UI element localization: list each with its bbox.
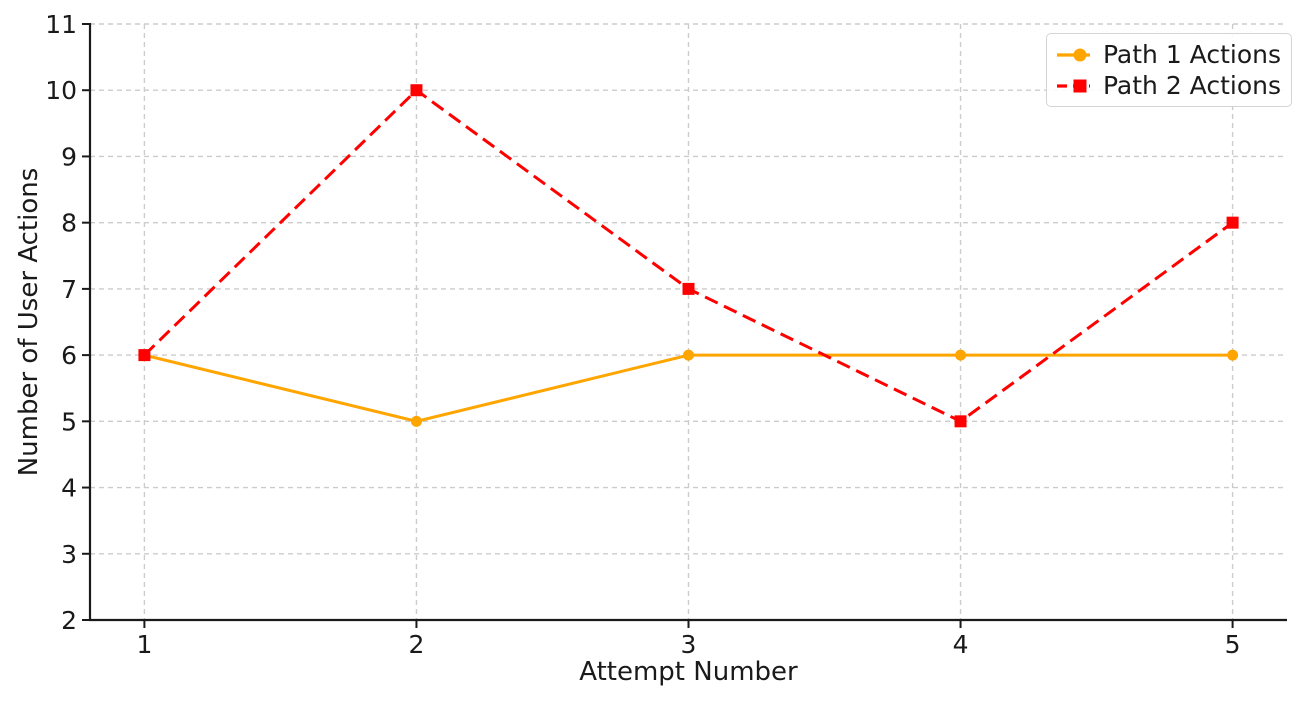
series-line-2 xyxy=(143,88,1234,424)
data-point-square xyxy=(1226,216,1239,229)
y-tick-label: 9 xyxy=(61,142,77,171)
y-tick-label: 3 xyxy=(61,540,77,569)
x-tick-label: 5 xyxy=(1225,630,1241,659)
data-point-square xyxy=(138,349,151,362)
legend-label: Path 1 Actions xyxy=(1102,40,1281,69)
y-tick-label: 8 xyxy=(61,209,77,238)
y-tick-label: 2 xyxy=(61,606,77,635)
y-tick-label: 10 xyxy=(45,76,77,105)
x-tick-label: 1 xyxy=(136,630,152,659)
data-point-square xyxy=(410,84,423,97)
legend-item-path-1: Path 1 Actions xyxy=(1056,39,1281,70)
y-tick-label: 4 xyxy=(61,474,77,503)
legend-line-square-icon xyxy=(1057,79,1090,92)
data-point-circle xyxy=(683,349,694,361)
data-point-circle xyxy=(955,349,967,361)
y-tick-label: 11 xyxy=(45,10,77,39)
legend-label: Path 2 Actions xyxy=(1102,71,1281,100)
legend: Path 1 Actions Path 2 Actions xyxy=(1046,33,1292,107)
legend-sample-circle xyxy=(1073,48,1087,61)
legend-line-circle-icon xyxy=(1057,48,1090,61)
legend-sample-square xyxy=(1073,79,1087,92)
y-tick-label: 5 xyxy=(61,407,77,436)
x-tick-label: 2 xyxy=(409,630,425,659)
y-tick-label: 6 xyxy=(61,341,77,370)
x-tick-label: 3 xyxy=(681,630,697,659)
x-axis-label: Attempt Number xyxy=(579,657,798,687)
data-point-square xyxy=(954,415,967,428)
data-point-circle xyxy=(410,415,422,427)
x-tick-label: 4 xyxy=(953,630,969,659)
y-tick-label: 7 xyxy=(61,275,77,304)
data-point-circle xyxy=(1227,349,1239,361)
legend-item-path-2: Path 2 Actions xyxy=(1056,70,1281,101)
data-point-square xyxy=(682,282,695,295)
y-axis-label: Number of User Actions xyxy=(14,167,44,477)
